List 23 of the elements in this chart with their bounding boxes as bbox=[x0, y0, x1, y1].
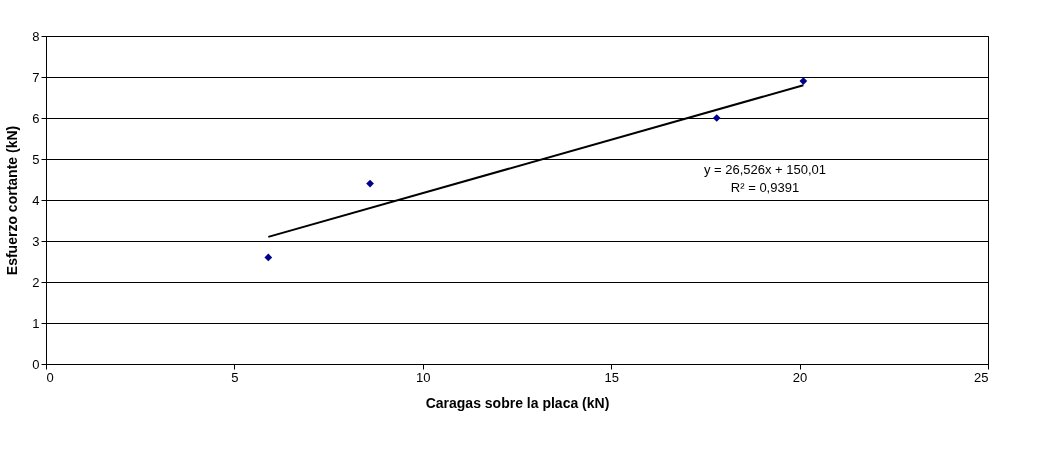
point bbox=[264, 253, 273, 262]
x-tick-label: 15 bbox=[604, 369, 619, 385]
x-tick-label: 25 bbox=[974, 369, 989, 385]
y-tick-label: 6 bbox=[32, 110, 40, 126]
point bbox=[366, 179, 374, 188]
x-tick-label: 10 bbox=[416, 369, 431, 385]
x-axis-title: Caragas sobre la placa (kN) bbox=[425, 394, 610, 411]
y-tick-label: 8 bbox=[32, 28, 40, 44]
y-tick-label: 4 bbox=[32, 192, 40, 208]
y-tick-label: 7 bbox=[32, 69, 40, 85]
annotation: R² = 0,9391 bbox=[730, 180, 800, 195]
y-tick-label: 1 bbox=[32, 315, 40, 331]
y-axis-title: Esfuerzo cortante (kN) bbox=[4, 125, 21, 276]
x-tick-label: 0 bbox=[46, 369, 54, 385]
y-tick-label: 3 bbox=[32, 233, 40, 249]
y-tick-label: 0 bbox=[32, 356, 40, 372]
point bbox=[799, 77, 808, 85]
x-tick-label: 5 bbox=[231, 369, 239, 385]
point bbox=[712, 114, 721, 122]
x-tick-label: 20 bbox=[792, 369, 808, 385]
annotation: y = 26,526x + 150,01 bbox=[703, 162, 827, 177]
y-tick-label: 5 bbox=[32, 151, 40, 167]
y-tick-label: 2 bbox=[32, 274, 40, 290]
